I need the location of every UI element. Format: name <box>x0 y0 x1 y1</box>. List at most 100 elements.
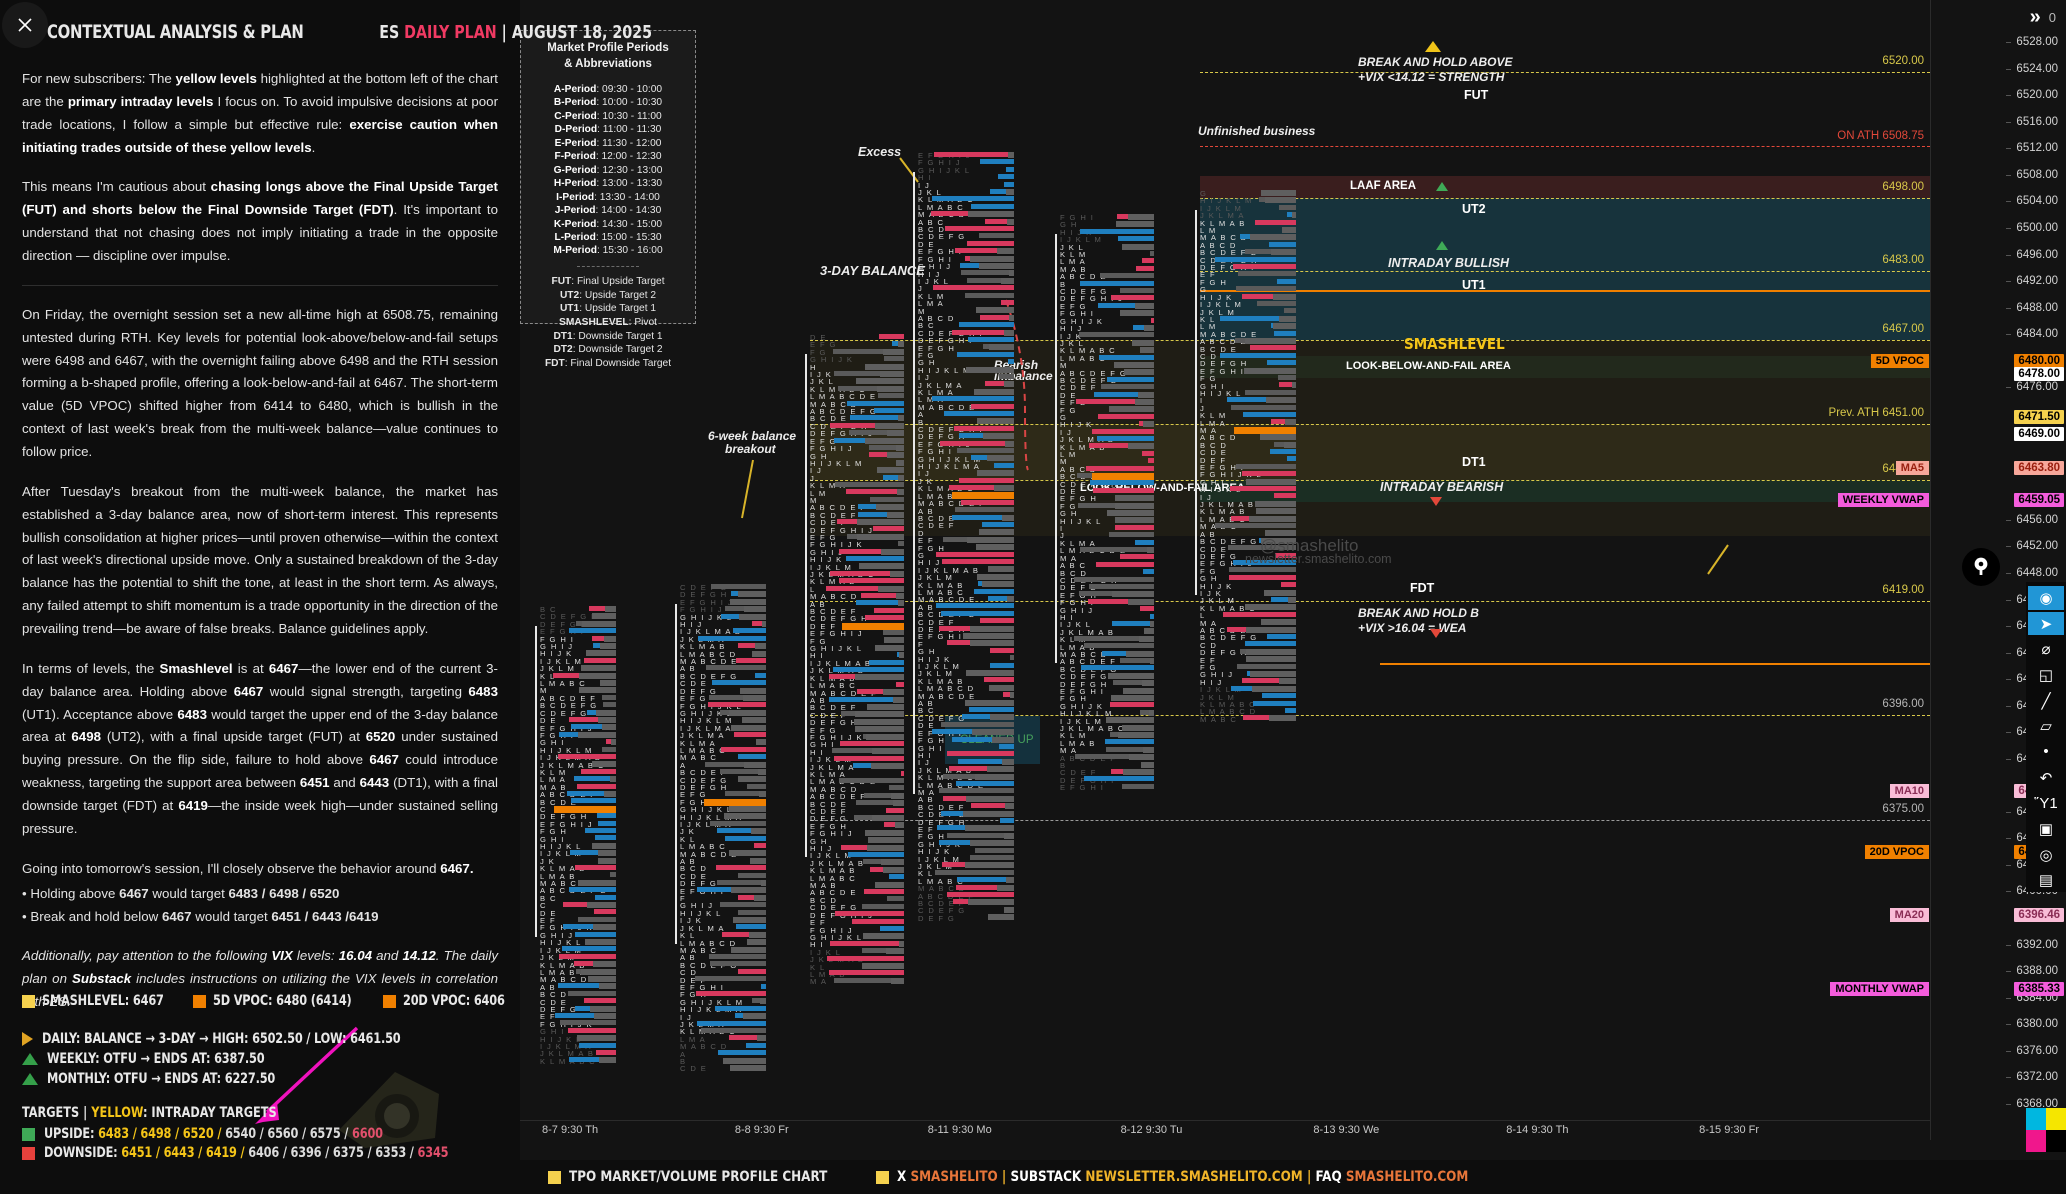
profile-histogram-bar <box>989 344 1014 351</box>
profile-histogram-bar <box>1271 249 1296 256</box>
volume-bar <box>873 526 904 532</box>
color-swatches[interactable] <box>2026 1108 2066 1152</box>
profile-histogram-bar <box>731 724 766 731</box>
volume-bar <box>736 658 766 663</box>
volume-bar <box>990 662 1014 668</box>
profile-histogram-bar <box>989 684 1014 691</box>
cursor-icon[interactable]: ➤ <box>2028 611 2064 636</box>
expand-chevrons-icon[interactable]: » <box>2029 6 2041 28</box>
profile-histogram-bar <box>967 536 1014 543</box>
profile-histogram-bar <box>604 791 616 797</box>
volume-bar <box>955 248 1014 254</box>
volume-bar <box>575 931 616 937</box>
profile-histogram-bar <box>977 573 1014 580</box>
camera-icon[interactable]: ◎ <box>2039 846 2053 864</box>
bias-row-monthly: MONTHLY: OTFU → ENDS AT: 6227.50 <box>22 1071 498 1087</box>
easel-icon[interactable]: ▣ <box>2038 820 2054 838</box>
triangle-down-red-icon <box>1430 629 1442 638</box>
magnet-icon[interactable]: ⌀ <box>2041 641 2051 659</box>
volume-bar <box>985 218 1014 224</box>
price-tick: 6508.00 <box>2006 168 2058 181</box>
profile-histogram-bar <box>898 474 904 481</box>
profile-histogram-bar <box>970 255 1014 262</box>
zone-laaf <box>1200 176 1930 198</box>
profile-histogram-bar <box>965 699 1014 706</box>
volume-bar <box>585 828 616 833</box>
poc-bar <box>842 622 904 630</box>
trash-icon[interactable]: Ὕ1 <box>2034 794 2058 812</box>
profile-range-bracket <box>535 626 537 937</box>
profile-histogram-bar <box>744 761 766 768</box>
color-swatch-3[interactable] <box>2046 1130 2066 1152</box>
profile-histogram-bar <box>757 1035 766 1042</box>
targets-row-upside: UPSIDE: 6483 / 6498 / 6520 / 6540 / 6560… <box>22 1126 498 1142</box>
price-badge[interactable]: 6471.50 <box>2014 410 2064 425</box>
pen-tool-icon[interactable] <box>1962 548 2000 586</box>
top-right-controls[interactable]: » 0 <box>2030 6 2056 29</box>
upside-label: UPSIDE: <box>44 1126 95 1142</box>
volume-bar <box>569 1057 616 1063</box>
close-icon[interactable] <box>2 2 48 48</box>
annotation-3day-balance: 3-DAY BALANCE <box>820 263 925 278</box>
panel-body: For new subscribers: The yellow levels h… <box>22 68 498 1014</box>
price-badge[interactable]: 6385.33 <box>2014 981 2064 996</box>
drawing-toolbar[interactable]: ◉ ➤ ⌀ ◱ ╱ ▱ • ↶ Ὕ1 ▣ ◎ ▤ <box>2026 582 2066 892</box>
triangle-up-yellow-icon <box>1425 41 1441 52</box>
shapes-icon[interactable]: ◱ <box>2038 666 2054 684</box>
profile-histogram-bar <box>862 963 904 969</box>
profile-range-bracket <box>1055 234 1057 664</box>
volume-bar <box>555 1013 616 1018</box>
profile-histogram-bar <box>581 665 616 672</box>
chart-plot[interactable]: 6520.00 ON ATH 6508.75 6498.00 6483.00 6… <box>520 0 1930 1140</box>
faq-url[interactable]: SMASHELITO.COM <box>1345 1169 1469 1185</box>
volume-bar <box>715 1005 766 1011</box>
separator-1: | <box>997 1169 1011 1185</box>
eye-icon[interactable]: ◉ <box>2028 586 2064 610</box>
volume-bar <box>747 783 766 789</box>
price-tick: 6380.00 <box>2006 1018 2058 1031</box>
clipboard-icon[interactable]: ▤ <box>2038 872 2054 890</box>
volume-bar <box>1112 621 1154 626</box>
profile-histogram-bar <box>1292 382 1296 389</box>
volume-bar <box>1270 449 1296 454</box>
mp-abbrev-row: FDT: Final Downside Target <box>544 357 672 369</box>
downside-dim-values: 6406 / 6396 / 6375 / 6353 / <box>248 1145 414 1161</box>
color-swatch-1[interactable] <box>2046 1108 2066 1130</box>
volume-bar <box>896 681 904 687</box>
profile-histogram-bar <box>1273 323 1296 330</box>
color-swatch-2[interactable] <box>2026 1130 2046 1152</box>
profile-histogram-bar <box>997 884 1014 891</box>
panel-header: CONTEXTUAL ANALYSIS & PLAN ES DAILY PLAN… <box>22 0 652 46</box>
poc-bar <box>952 492 1014 500</box>
dot-icon[interactable]: • <box>2043 743 2049 761</box>
undo-icon[interactable]: ↶ <box>2039 769 2053 787</box>
mp-period-row: D-Period: 11:00 - 11:30 <box>554 124 662 136</box>
volume-bar <box>878 393 904 399</box>
volume-bar <box>738 894 766 900</box>
price-badge[interactable]: 6396.46 <box>2014 907 2064 922</box>
substack-url[interactable]: NEWSLETTER.SMASHELITO.COM <box>1085 1169 1303 1185</box>
daily-plan-label: DAILY PLAN <box>404 21 497 43</box>
price-badge[interactable]: 6480.00 <box>2014 353 2064 368</box>
color-swatch-0[interactable] <box>2026 1108 2046 1130</box>
x-handle[interactable]: SMASHELITO <box>910 1169 998 1185</box>
price-badge[interactable]: 6478.00 <box>2014 366 2064 381</box>
volume-bar <box>738 643 766 649</box>
ruler-icon[interactable]: ╱ <box>2041 692 2051 710</box>
level-label-6396: 6396.00 <box>1882 698 1924 710</box>
price-tick: 6524.00 <box>2006 62 2058 75</box>
chart-area[interactable]: » 0 Market Profile Periods & Abbreviatio… <box>520 0 2066 1194</box>
status-links[interactable]: X SMASHELITO | SUBSTACK NEWSLETTER.SMASH… <box>875 1169 1518 1185</box>
profile-histogram-bar <box>976 544 1014 551</box>
price-badge[interactable]: 6469.00 <box>2014 426 2064 441</box>
volume-bar <box>869 659 904 665</box>
price-badge[interactable]: 6459.05 <box>2014 492 2064 507</box>
volume-bar <box>610 872 616 878</box>
swatch-downside-icon <box>22 1146 35 1160</box>
price-badge[interactable]: 6463.80 <box>2014 461 2064 476</box>
eraser-icon[interactable]: ▱ <box>2040 718 2052 736</box>
profile-histogram-bar <box>975 773 1014 780</box>
profile-histogram-bar <box>1288 597 1296 603</box>
volume-bar <box>1227 397 1296 403</box>
profile-histogram-bar <box>1111 695 1154 701</box>
